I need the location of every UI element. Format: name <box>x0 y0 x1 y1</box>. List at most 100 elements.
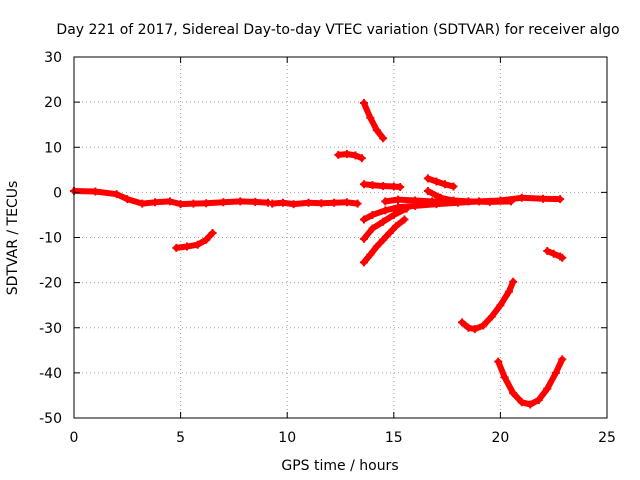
data-point <box>189 199 198 208</box>
data-point <box>517 193 526 202</box>
data-point <box>479 321 488 330</box>
data-point <box>526 400 535 409</box>
data-point <box>208 228 217 237</box>
data-point <box>379 235 388 244</box>
data-point <box>494 357 503 366</box>
data-track <box>360 100 387 142</box>
chart-title: Day 221 of 2017, Sidereal Day-to-day VTE… <box>56 22 619 38</box>
y-tick-label: 20 <box>44 95 62 111</box>
data-point <box>351 151 360 160</box>
data-point <box>500 373 509 382</box>
data-point <box>464 197 473 206</box>
data-point <box>379 134 388 143</box>
y-tick-labels: -50 -40 -30 -20 -10 0 10 20 30 <box>39 50 62 427</box>
x-tick-label: 10 <box>278 430 296 446</box>
data-point <box>507 197 516 206</box>
data-point <box>556 195 565 204</box>
data-point <box>151 198 160 207</box>
y-tick-label: -40 <box>39 366 62 382</box>
data-point <box>509 277 518 286</box>
data-point <box>182 242 191 251</box>
data-point <box>411 196 420 205</box>
data-point <box>464 323 473 332</box>
data-point <box>366 113 375 122</box>
data-point <box>396 182 405 191</box>
data-point <box>165 197 174 206</box>
data-point <box>372 126 381 135</box>
data-point <box>423 187 432 196</box>
data-point <box>470 325 479 334</box>
data-point <box>440 180 449 189</box>
y-tick-label: 10 <box>44 140 62 156</box>
data-point <box>449 196 458 205</box>
data-point <box>543 247 552 256</box>
data-point <box>458 318 467 327</box>
x-axis-label: GPS time / hours <box>281 458 398 474</box>
plot-frame <box>73 56 608 419</box>
y-tick-label: 0 <box>53 185 62 201</box>
data-point <box>517 398 526 407</box>
tick-marks <box>73 56 608 419</box>
data-point <box>391 222 400 231</box>
data-point <box>558 355 567 364</box>
data-point <box>368 181 377 190</box>
data-point <box>379 182 388 191</box>
data-point <box>317 199 326 208</box>
data-point <box>381 206 390 215</box>
data-point <box>359 180 368 189</box>
x-tick-label: 25 <box>598 430 616 446</box>
data-point <box>436 193 445 202</box>
data-point <box>251 197 260 206</box>
data-point <box>304 198 313 207</box>
data-point <box>366 250 375 259</box>
y-tick-label: -20 <box>39 276 62 292</box>
data-point <box>278 198 287 207</box>
data-point <box>428 197 437 206</box>
data-point <box>543 384 552 393</box>
x-tick-label: 15 <box>385 430 403 446</box>
data-point <box>289 200 298 209</box>
data-point <box>496 301 505 310</box>
data-marks <box>70 99 567 409</box>
x-tick-label: 5 <box>176 430 185 446</box>
data-track <box>459 278 517 333</box>
data-point <box>236 197 245 206</box>
data-point <box>123 195 132 204</box>
data-point <box>219 198 228 207</box>
data-point <box>539 194 548 203</box>
data-point <box>549 249 558 258</box>
data-point <box>400 215 409 224</box>
data-track <box>495 356 566 408</box>
data-point <box>138 199 147 208</box>
data-point <box>359 215 368 224</box>
data-point <box>359 234 368 243</box>
data-point <box>394 195 403 204</box>
data-point <box>534 395 543 404</box>
data-point <box>193 240 202 249</box>
data-point <box>423 174 432 183</box>
data-point <box>268 199 277 208</box>
data-point <box>551 368 560 377</box>
y-axis-label: SDTVAR / TECUs <box>5 181 21 296</box>
grid <box>74 57 607 418</box>
data-point <box>342 198 351 207</box>
data-point <box>558 253 567 262</box>
data-point <box>359 99 368 108</box>
data-point <box>359 258 368 267</box>
data-point <box>509 389 518 398</box>
y-tick-label: 30 <box>44 50 62 66</box>
data-point <box>342 150 351 159</box>
data-point <box>379 217 388 226</box>
y-tick-label: -10 <box>39 231 62 247</box>
data-point <box>176 200 185 209</box>
data-point <box>449 182 458 191</box>
data-point <box>112 190 121 199</box>
data-point <box>487 312 496 321</box>
data-point <box>368 210 377 219</box>
data-point <box>485 197 494 206</box>
data-point <box>402 204 411 213</box>
data-point <box>372 242 381 251</box>
data-point <box>202 235 211 244</box>
data-point <box>385 228 394 237</box>
data-point <box>330 198 339 207</box>
